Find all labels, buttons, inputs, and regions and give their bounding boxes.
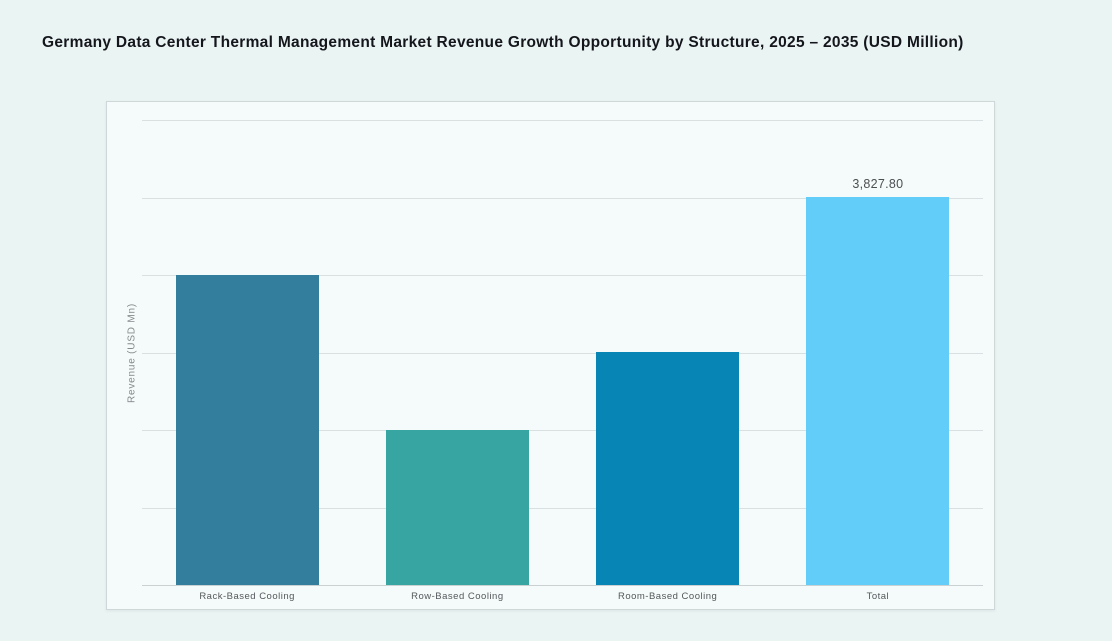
x-axis-line <box>142 585 983 586</box>
x-axis-category-label: Rack-Based Cooling <box>199 591 295 602</box>
bar-rack-based-cooling[interactable] <box>175 275 319 585</box>
gridline <box>142 198 983 199</box>
bar-series: 3,827.80 <box>142 120 983 585</box>
bar-wrap <box>175 120 319 585</box>
bar-value-label: 3,827.80 <box>852 177 904 191</box>
bar-slot: 3,827.80 <box>773 120 983 585</box>
gridline <box>142 275 983 276</box>
bar-row-based-cooling[interactable] <box>385 430 529 585</box>
bar-slot <box>563 120 773 585</box>
x-axis-labels: Rack-Based Cooling Row-Based Cooling Room-… <box>142 591 983 602</box>
x-axis-category-label: Room-Based Cooling <box>617 591 718 602</box>
bar-wrap <box>596 120 740 585</box>
x-axis-category-label: Row-Based Cooling <box>411 591 504 602</box>
gridline <box>142 120 983 121</box>
bar-room-based-cooling[interactable] <box>596 352 740 585</box>
gridline <box>142 430 983 431</box>
bar-slot <box>142 120 352 585</box>
bar-wrap <box>385 120 529 585</box>
gridline <box>142 353 983 354</box>
bar-total[interactable] <box>806 197 950 585</box>
x-axis-category-label: Total <box>866 591 890 602</box>
bar-wrap: 3,827.80 <box>806 120 950 585</box>
bar-slot <box>352 120 562 585</box>
chart-title: Germany Data Center Thermal Management M… <box>42 34 964 51</box>
plot-area: Revenue (USD Mn) 3,827.80 <box>127 120 983 586</box>
gridline <box>142 508 983 509</box>
y-axis-label: Revenue (USD Mn) <box>126 302 138 403</box>
chart-card: Revenue (USD Mn) 3,827.80 Rack-Based Coo… <box>106 101 995 610</box>
